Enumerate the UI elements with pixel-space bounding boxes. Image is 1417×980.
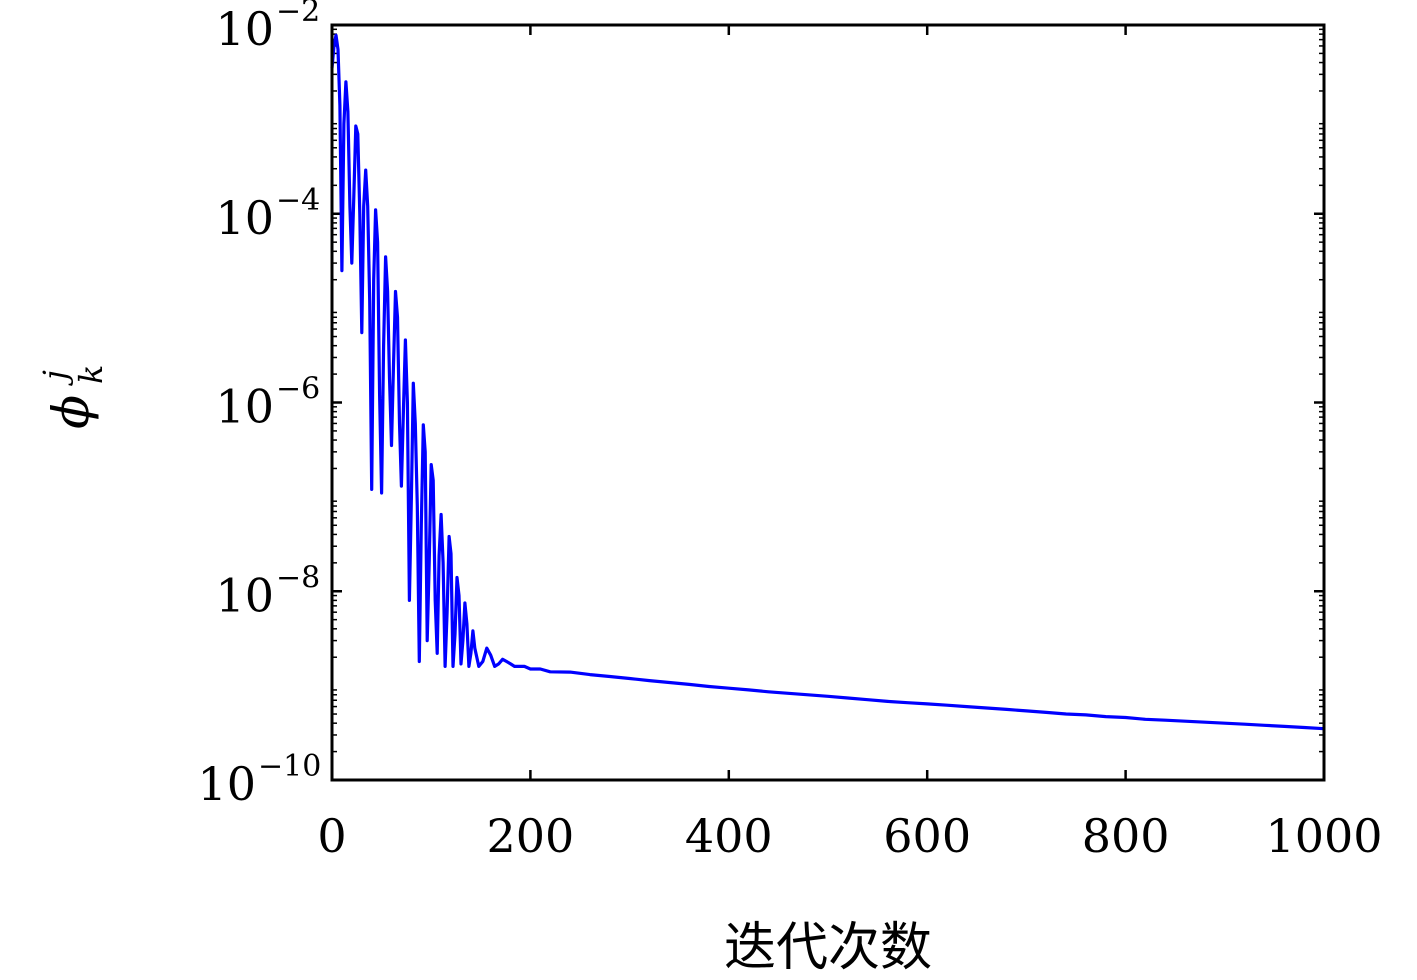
y-tick-base: 10 — [215, 2, 274, 56]
x-tick-label-2: 400 — [685, 809, 773, 863]
y-tick-base: 10 — [215, 380, 274, 434]
y-tick-base: 10 — [215, 191, 274, 245]
y-tick-base: 10 — [197, 757, 256, 811]
x-axis-label: 迭代次数 — [724, 918, 932, 978]
y-tick-exponent: −10 — [258, 749, 321, 784]
y-axis-label-subscript: k — [72, 365, 110, 384]
x-tick-label-5: 1000 — [1265, 809, 1382, 863]
plot-frame — [330, 23, 1326, 782]
y-tick-exponent: −8 — [276, 560, 320, 595]
y-tick-base: 10 — [215, 568, 274, 622]
x-tick-label-1: 200 — [486, 809, 574, 863]
x-tick-label-4: 800 — [1082, 809, 1170, 863]
y-tick-label-1: 10 −8 — [215, 560, 320, 622]
y-tick-exponent: −2 — [276, 0, 320, 29]
y-tick-label-2: 10 −6 — [215, 372, 320, 434]
plot-background — [332, 25, 1324, 780]
y-axis-label: ϕ k j — [36, 365, 110, 429]
y-tick-label-3: 10 −4 — [215, 183, 320, 245]
y-axis-label-superscript: j — [36, 370, 74, 386]
y-axis-label-symbol: ϕ — [42, 395, 100, 429]
y-tick-label-0: 10 −10 — [197, 749, 321, 811]
y-tick-exponent: −6 — [276, 372, 320, 407]
series-line — [330, 33, 1325, 731]
x-tick-labels: 0 200 400 600 800 1000 — [317, 809, 1382, 863]
y-tick-exponent: −4 — [276, 183, 320, 218]
x-tick-label-3: 600 — [883, 809, 971, 863]
x-tick-label-0: 0 — [317, 809, 346, 863]
y-tick-label-4: 10 −2 — [215, 0, 320, 56]
